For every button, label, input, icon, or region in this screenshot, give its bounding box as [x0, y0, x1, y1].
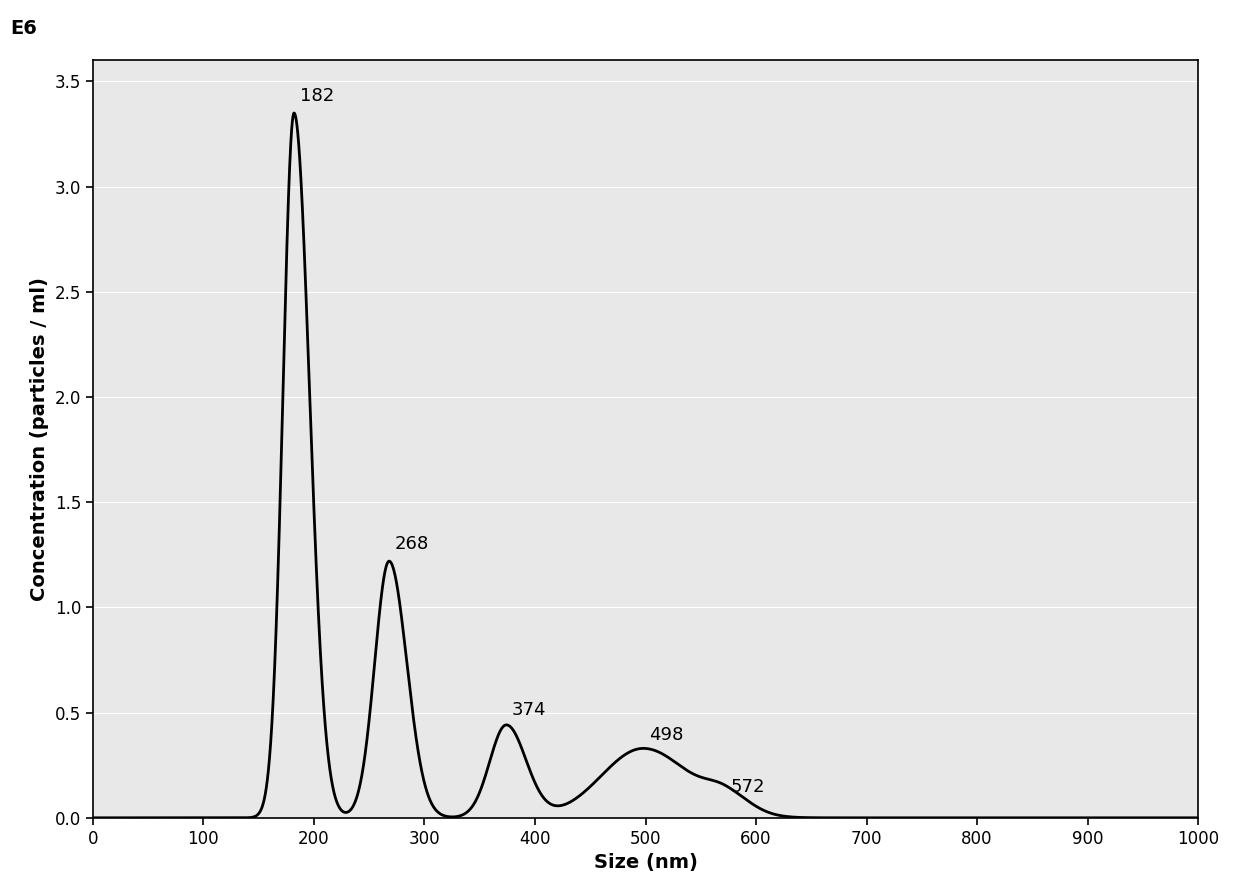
Text: 268: 268: [394, 535, 429, 553]
Y-axis label: Concentration (particles / ml): Concentration (particles / ml): [30, 277, 50, 601]
Text: 374: 374: [512, 701, 547, 719]
Text: 498: 498: [649, 726, 683, 744]
X-axis label: Size (nm): Size (nm): [594, 853, 697, 872]
Text: 572: 572: [730, 778, 765, 796]
Text: E6: E6: [10, 19, 37, 38]
Text: 182: 182: [300, 87, 334, 104]
